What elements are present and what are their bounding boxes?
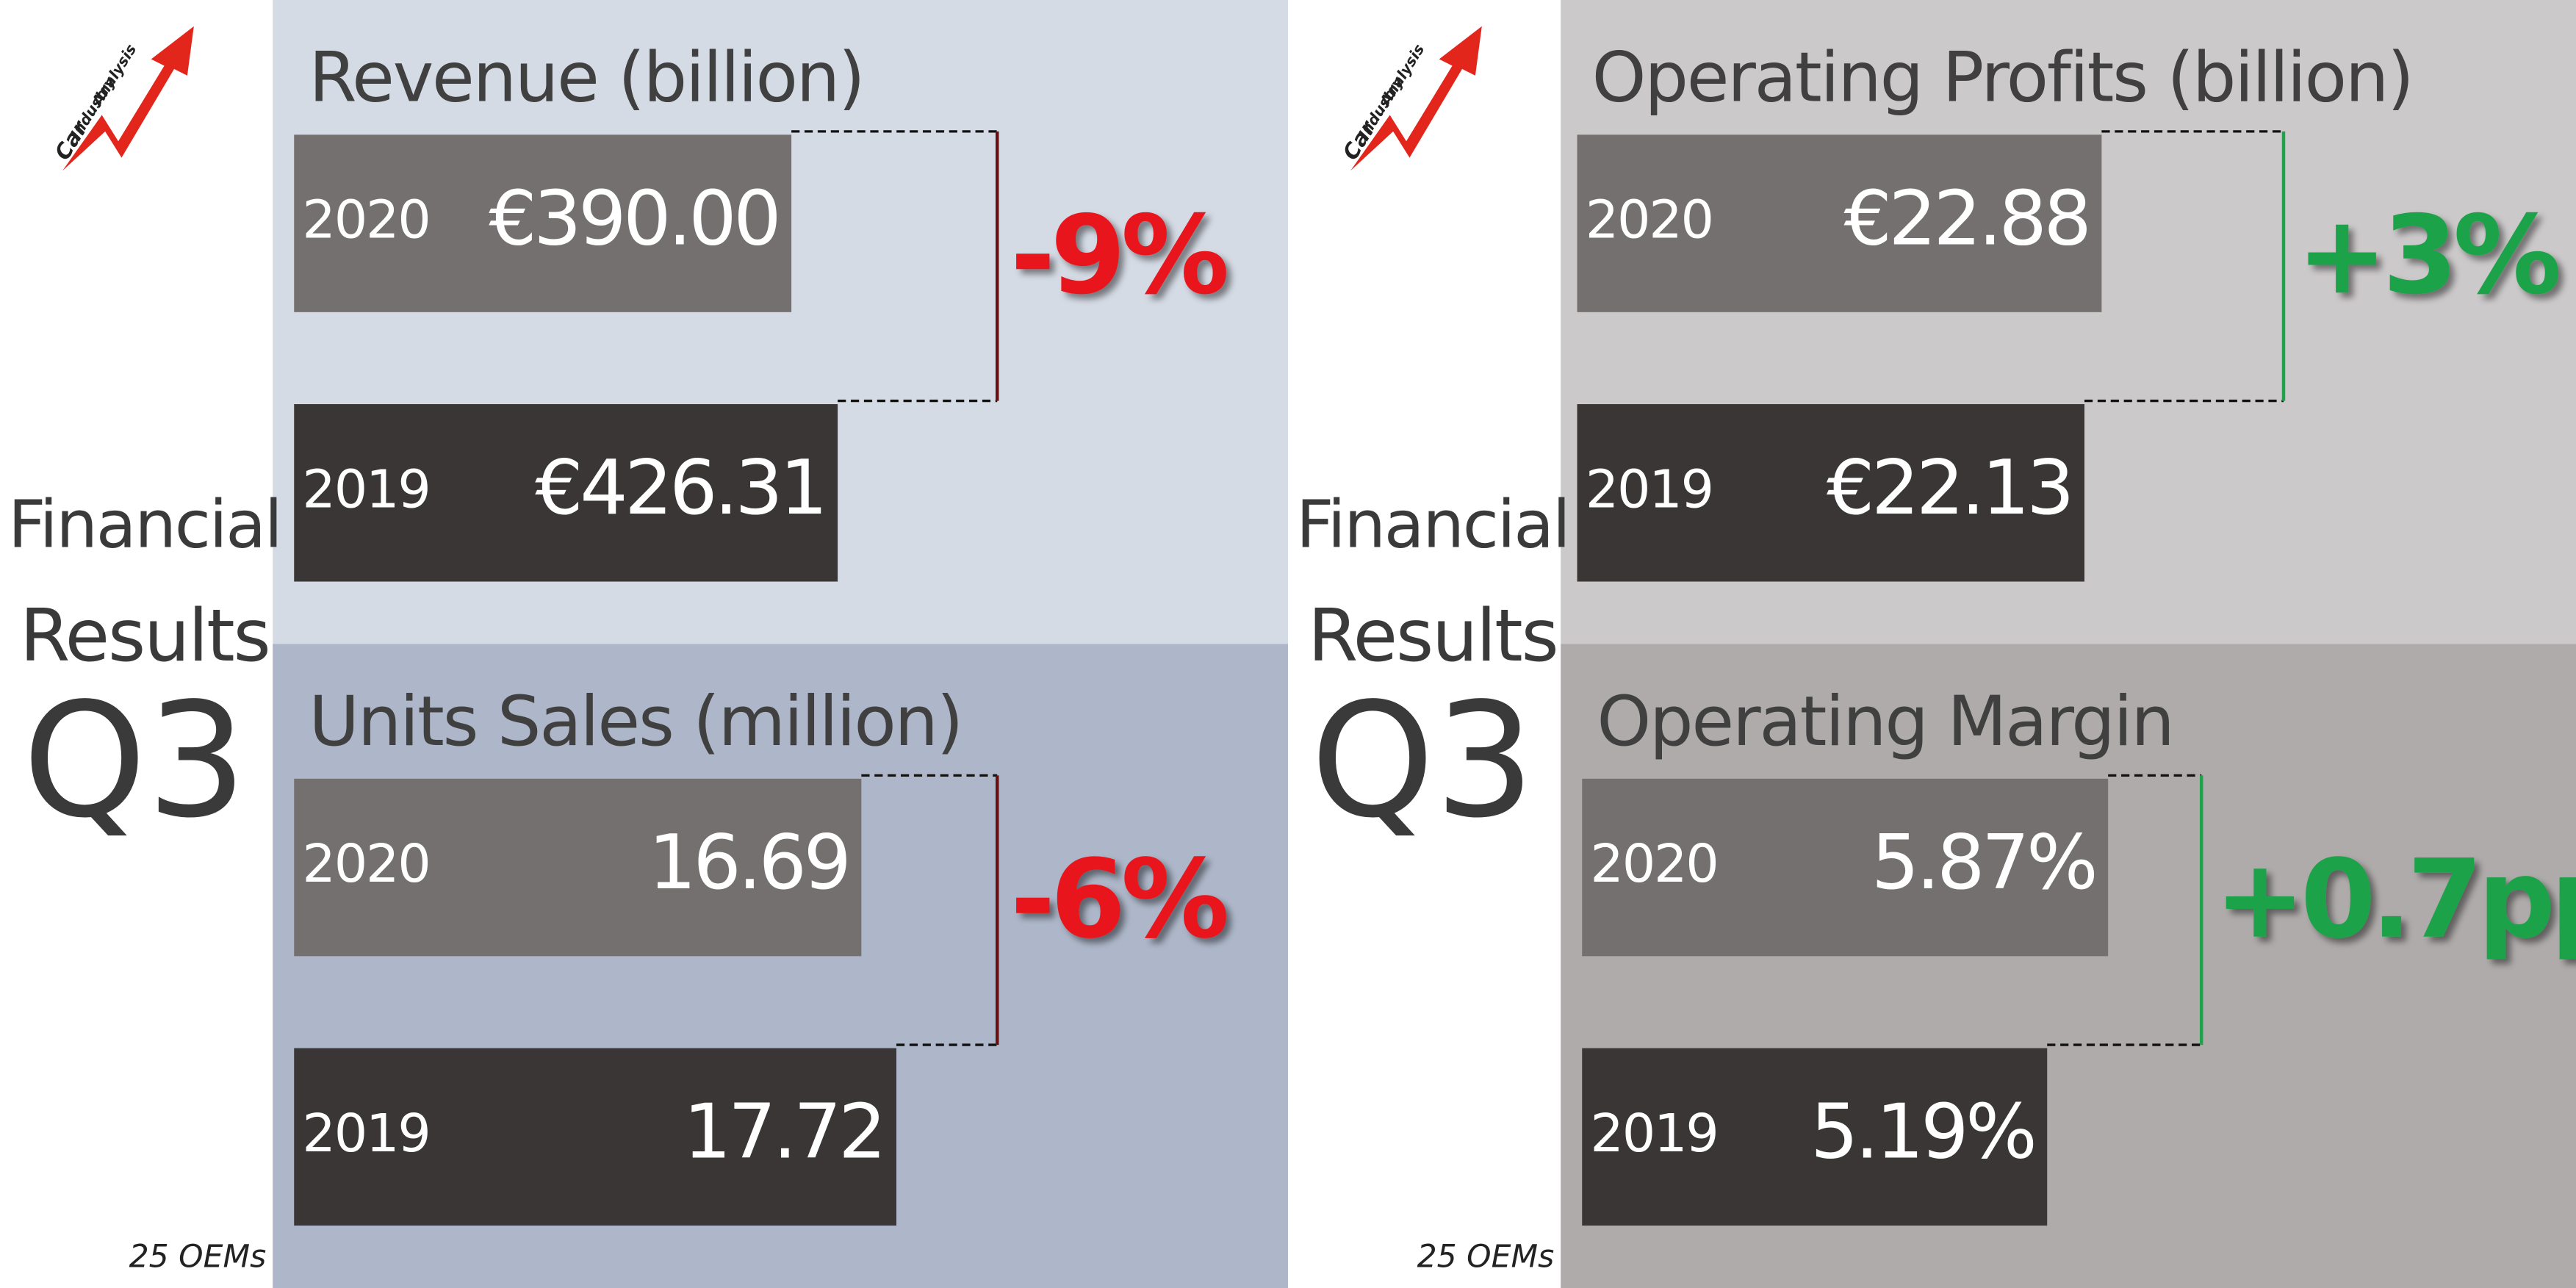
change-label: -6%	[1010, 836, 1227, 963]
value-label: €22.13	[1827, 445, 2071, 532]
bar	[1582, 778, 2109, 957]
category-label: 2020	[302, 190, 429, 251]
category-label: 2020	[302, 833, 429, 894]
quarter: Q3	[23, 669, 248, 852]
footnote: 25 OEMs	[129, 1239, 267, 1275]
bar	[1582, 1048, 2048, 1226]
sidebar: CarIndustryAnalysisFinancialResultsQ325 …	[1296, 26, 1571, 1275]
value-label: €22.88	[1843, 175, 2088, 262]
value-label: 5.19%	[1810, 1089, 2034, 1176]
value-label: €390.00	[489, 175, 778, 262]
chart-title: Operating Profits (billion)	[1592, 38, 2413, 118]
chart: Revenue (billion) 2020 €390.00 2019 €426.31 -…	[294, 38, 1231, 582]
change-label: -9%	[1010, 192, 1227, 318]
category-label: 2020	[1590, 833, 1717, 894]
category-label: 2019	[302, 1103, 429, 1164]
value-label: 16.69	[648, 819, 848, 907]
value-label: 5.87%	[1871, 819, 2095, 907]
chart-title: Operating Margin	[1597, 682, 2173, 762]
category-label: 2019	[1590, 1103, 1717, 1164]
sidebar-line: Financial	[8, 486, 281, 563]
change-label: +0.7pp	[2215, 836, 2576, 963]
category-label: 2020	[1586, 190, 1713, 251]
sidebar-line: Results	[20, 594, 270, 678]
chart: Operating Profits (billion) 2020 €22.88 201…	[1577, 38, 2564, 582]
value-label: €426.31	[535, 445, 824, 532]
value-label: 17.72	[683, 1089, 883, 1176]
category-label: 2019	[1586, 458, 1713, 519]
footnote: 25 OEMs	[1417, 1239, 1555, 1275]
bar	[1577, 134, 2102, 312]
chart: Operating Margin 2020 5.87% 2019 5.19% +0.7pp	[1582, 682, 2576, 1226]
chart: Units Sales (million) 2020 16.69 2019 17.72 -…	[294, 682, 1231, 1226]
quarter: Q3	[1311, 669, 1536, 852]
bar	[294, 404, 838, 582]
chart-title: Units Sales (million)	[309, 682, 962, 762]
bar	[1577, 404, 2084, 582]
bar	[294, 134, 792, 312]
bar	[294, 1048, 896, 1226]
sidebar-line: Financial	[1296, 486, 1569, 563]
change-label: +3%	[2297, 192, 2559, 318]
category-label: 2019	[302, 458, 429, 519]
logo-arrow	[62, 26, 194, 171]
sidebar-line: Results	[1308, 594, 1558, 678]
chart-title: Revenue (billion)	[309, 38, 863, 118]
logo-arrow	[1350, 26, 1482, 171]
bar	[294, 778, 862, 957]
